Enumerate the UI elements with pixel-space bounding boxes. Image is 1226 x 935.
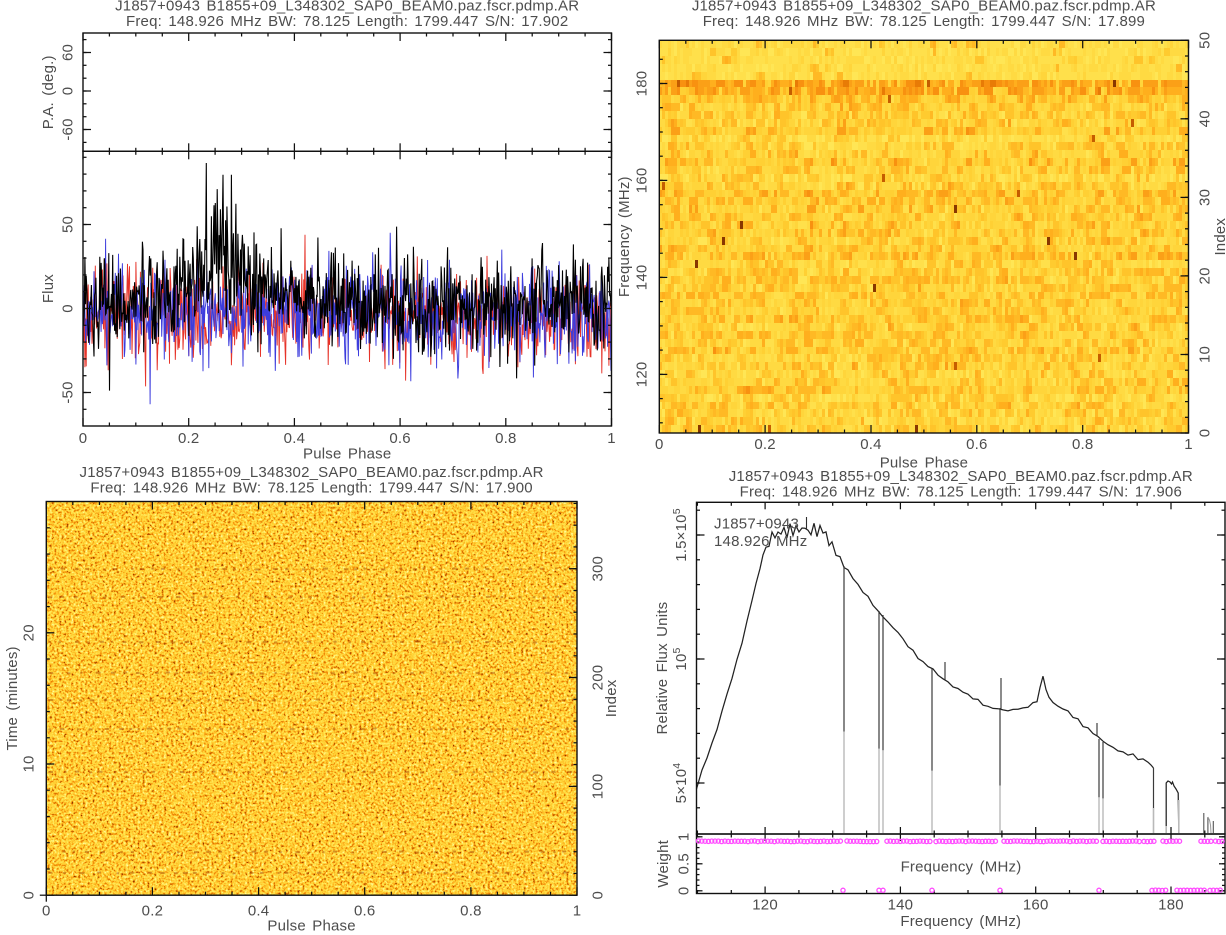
svg-text:120: 120 — [634, 362, 651, 388]
svg-text:0.6: 0.6 — [389, 430, 410, 447]
svg-text:0: 0 — [60, 87, 77, 96]
svg-text:J1857+0943: J1857+0943 — [714, 516, 799, 533]
svg-text:0: 0 — [21, 891, 38, 900]
svg-text:0: 0 — [590, 891, 607, 900]
svg-text:Freq: 148.926 MHz BW: 78.125 L: Freq: 148.926 MHz BW: 78.125 Length: 179… — [126, 13, 568, 30]
svg-text:Frequency (MHz): Frequency (MHz) — [616, 176, 633, 297]
svg-text:Weight: Weight — [655, 839, 672, 887]
svg-text:200: 200 — [590, 665, 607, 691]
svg-text:P.A. (deg.): P.A. (deg.) — [40, 55, 57, 129]
svg-text:0.4: 0.4 — [284, 430, 305, 447]
svg-text:J1857+0943 B1855+09_L348302_SA: J1857+0943 B1855+09_L348302_SAP0_BEAM0.p… — [80, 464, 544, 481]
svg-text:0: 0 — [79, 430, 88, 447]
svg-text:0.2: 0.2 — [142, 903, 163, 920]
svg-text:140: 140 — [888, 897, 914, 914]
svg-text:140: 140 — [634, 265, 651, 291]
svg-text:Pulse Phase: Pulse Phase — [303, 446, 391, 463]
svg-text:Freq: 148.926 MHz BW: 78.125 L: Freq: 148.926 MHz BW: 78.125 Length: 179… — [703, 13, 1145, 30]
svg-text:0.5: 0.5 — [676, 853, 693, 874]
svg-text:160: 160 — [1023, 897, 1049, 914]
svg-text:1.5×105: 1.5×105 — [671, 508, 690, 562]
svg-text:1: 1 — [573, 903, 582, 920]
svg-text:180: 180 — [1158, 897, 1184, 914]
svg-text:10: 10 — [1197, 346, 1214, 363]
svg-text:Flux: Flux — [40, 274, 57, 303]
svg-text:1: 1 — [1184, 436, 1193, 453]
svg-text:0.8: 0.8 — [460, 903, 481, 920]
svg-text:-50: -50 — [60, 381, 77, 403]
svg-text:J1857+0943 B1855+09_L348302_SA: J1857+0943 B1855+09_L348302_SAP0_BEAM0.p… — [729, 468, 1193, 485]
svg-text:J1857+0943 B1855+09_L348302_SA: J1857+0943 B1855+09_L348302_SAP0_BEAM0.p… — [692, 0, 1156, 15]
svg-text:148.926 MHz: 148.926 MHz — [714, 533, 807, 550]
svg-text:20: 20 — [21, 624, 38, 641]
svg-text:0: 0 — [1197, 429, 1214, 438]
svg-text:120: 120 — [752, 897, 778, 914]
svg-text:1: 1 — [607, 430, 616, 447]
svg-text:0.2: 0.2 — [178, 430, 199, 447]
svg-text:300: 300 — [590, 556, 607, 582]
svg-text:50: 50 — [1197, 32, 1214, 49]
svg-text:Freq: 148.926 MHz BW: 78.125 L: Freq: 148.926 MHz BW: 78.125 Length: 179… — [90, 480, 532, 497]
svg-text:0: 0 — [655, 436, 664, 453]
svg-text:Relative Flux Units: Relative Flux Units — [654, 602, 671, 735]
svg-text:0.6: 0.6 — [966, 436, 987, 453]
svg-text:-60: -60 — [60, 118, 77, 140]
svg-text:0.8: 0.8 — [1072, 436, 1093, 453]
svg-text:160: 160 — [634, 168, 651, 194]
svg-text:Frequency (MHz): Frequency (MHz) — [900, 913, 1021, 930]
svg-text:50: 50 — [60, 216, 77, 233]
svg-text:Time (minutes): Time (minutes) — [4, 646, 21, 750]
svg-text:30: 30 — [1197, 189, 1214, 206]
svg-text:10: 10 — [21, 755, 38, 772]
svg-text:0: 0 — [42, 903, 51, 920]
svg-text:100: 100 — [590, 774, 607, 800]
svg-text:0.8: 0.8 — [495, 430, 516, 447]
svg-text:0: 0 — [60, 304, 77, 313]
svg-text:0: 0 — [676, 887, 693, 896]
svg-text:20: 20 — [1197, 267, 1214, 284]
svg-text:1: 1 — [676, 833, 693, 842]
svg-text:Frequency (MHz): Frequency (MHz) — [901, 859, 1022, 876]
svg-text:180: 180 — [634, 71, 651, 97]
svg-text:Index: Index — [603, 679, 620, 717]
svg-text:40: 40 — [1197, 110, 1214, 127]
svg-text:5×104: 5×104 — [671, 763, 690, 804]
svg-text:J1857+0943 B1855+09_L348302_SA: J1857+0943 B1855+09_L348302_SAP0_BEAM0.p… — [115, 0, 579, 15]
svg-text:0.4: 0.4 — [860, 436, 881, 453]
svg-text:0.6: 0.6 — [354, 903, 375, 920]
svg-text:Pulse Phase: Pulse Phase — [267, 918, 355, 935]
svg-text:Freq: 148.926 MHz BW: 78.125 L: Freq: 148.926 MHz BW: 78.125 Length: 179… — [740, 484, 1182, 501]
svg-text:0.2: 0.2 — [754, 436, 775, 453]
svg-text:Pulse Phase: Pulse Phase — [880, 455, 968, 472]
svg-text:Index: Index — [1212, 218, 1226, 256]
svg-text:0.4: 0.4 — [248, 903, 269, 920]
svg-text:60: 60 — [60, 44, 77, 61]
